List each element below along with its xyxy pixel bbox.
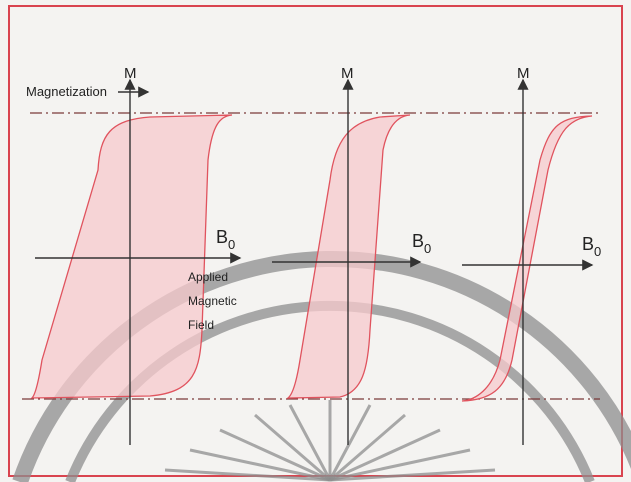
b-subscript: 0 [228, 237, 235, 252]
b-subscript: 0 [424, 241, 431, 256]
magnetization-label: Magnetization [26, 84, 107, 99]
diagram: Magnetization M M M B0 B0 B0 Applied Mag… [0, 0, 631, 482]
m-label: M [517, 65, 530, 82]
b-symbol: B [216, 227, 228, 247]
b-subscript: 0 [594, 244, 601, 259]
m-label: M [341, 65, 354, 82]
b-symbol: B [582, 234, 594, 254]
field-label: Applied [188, 270, 228, 284]
b-symbol: B [412, 231, 424, 251]
field-label: Magnetic [188, 294, 237, 308]
m-label: M [124, 65, 137, 82]
field-label: Field [188, 318, 214, 332]
